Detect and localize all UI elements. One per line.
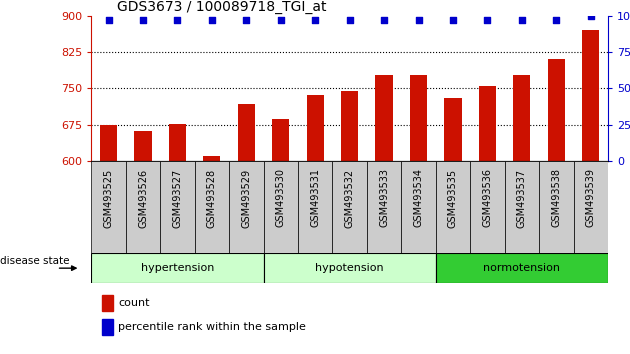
Bar	[539, 161, 573, 253]
Bar	[272, 119, 289, 161]
Point	[276, 17, 286, 23]
Point	[413, 17, 423, 23]
Point	[241, 17, 251, 23]
Bar	[479, 86, 496, 161]
Bar	[547, 58, 565, 161]
Text: count: count	[118, 298, 150, 308]
Text: GSM493531: GSM493531	[310, 169, 320, 227]
Bar	[307, 95, 324, 161]
Bar	[160, 161, 195, 253]
Bar	[126, 161, 160, 253]
Bar	[263, 253, 436, 283]
Text: hypertension: hypertension	[140, 263, 214, 273]
Bar	[169, 124, 186, 161]
Text: GSM493529: GSM493529	[241, 169, 251, 228]
Bar	[101, 319, 113, 335]
Text: GSM493526: GSM493526	[138, 169, 148, 228]
Text: GSM493525: GSM493525	[103, 169, 113, 228]
Point	[138, 17, 148, 23]
Point	[586, 13, 596, 19]
Bar	[100, 125, 117, 161]
Bar	[582, 30, 599, 161]
Text: disease state: disease state	[0, 256, 69, 266]
Text: GDS3673 / 100089718_TGI_at: GDS3673 / 100089718_TGI_at	[117, 0, 327, 13]
Point	[517, 17, 527, 23]
Bar	[401, 161, 436, 253]
Bar	[367, 161, 401, 253]
Point	[345, 17, 355, 23]
Point	[483, 17, 493, 23]
Text: normotension: normotension	[483, 263, 560, 273]
Bar	[333, 161, 367, 253]
Text: GSM493533: GSM493533	[379, 169, 389, 227]
Bar	[375, 75, 392, 161]
Text: GSM493527: GSM493527	[173, 169, 183, 228]
Bar	[238, 104, 255, 161]
Bar	[341, 91, 358, 161]
Text: GSM493534: GSM493534	[413, 169, 423, 227]
Point	[207, 17, 217, 23]
Point	[103, 17, 113, 23]
Text: GSM493528: GSM493528	[207, 169, 217, 228]
Text: GSM493535: GSM493535	[448, 169, 458, 228]
Bar	[263, 161, 298, 253]
Point	[448, 17, 458, 23]
Text: GSM493537: GSM493537	[517, 169, 527, 228]
Bar	[436, 161, 470, 253]
Text: GSM493536: GSM493536	[483, 169, 493, 227]
Bar	[91, 161, 126, 253]
Point	[379, 17, 389, 23]
Bar	[410, 75, 427, 161]
Bar	[505, 161, 539, 253]
Bar	[91, 253, 263, 283]
Point	[310, 17, 320, 23]
Bar	[436, 253, 608, 283]
Text: GSM493538: GSM493538	[551, 169, 561, 227]
Bar	[101, 295, 113, 311]
Point	[551, 17, 561, 23]
Bar	[298, 161, 333, 253]
Text: hypotension: hypotension	[316, 263, 384, 273]
Bar	[573, 161, 608, 253]
Bar	[229, 161, 263, 253]
Text: percentile rank within the sample: percentile rank within the sample	[118, 321, 306, 332]
Bar	[134, 131, 152, 161]
Text: GSM493539: GSM493539	[586, 169, 596, 227]
Bar	[513, 75, 530, 161]
Bar	[444, 98, 462, 161]
Point	[173, 17, 183, 23]
Bar	[470, 161, 505, 253]
Text: GSM493532: GSM493532	[345, 169, 355, 228]
Text: GSM493530: GSM493530	[276, 169, 286, 227]
Bar	[195, 161, 229, 253]
Bar	[203, 156, 220, 161]
